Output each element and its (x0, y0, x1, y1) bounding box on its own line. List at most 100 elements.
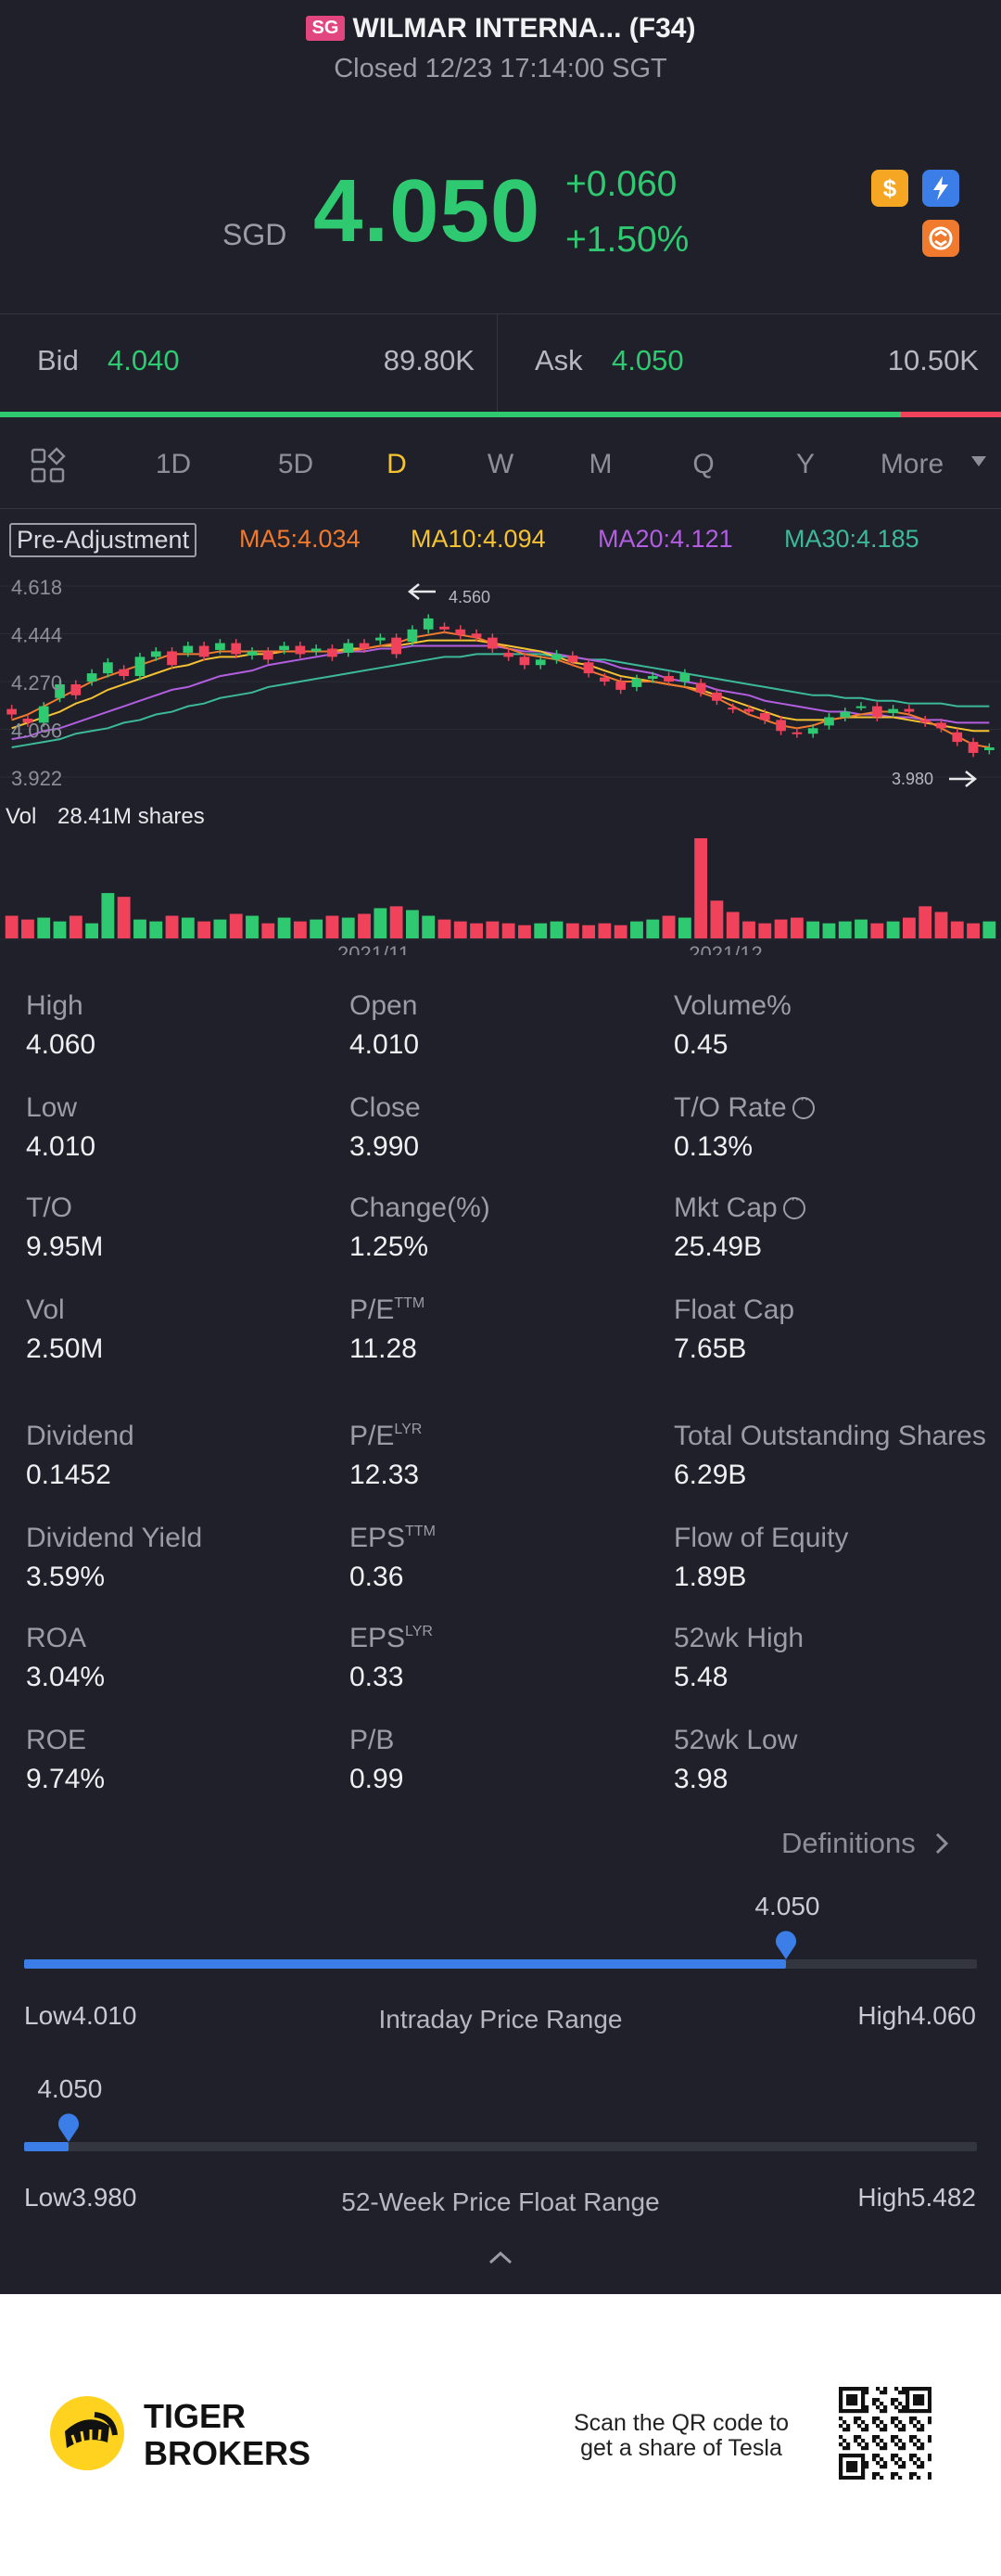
qr-module (917, 2409, 921, 2414)
qr-module (880, 2457, 884, 2462)
tab-more[interactable]: More (880, 449, 944, 479)
qr-module (843, 2454, 847, 2458)
qr-code-icon[interactable] (839, 2387, 931, 2480)
week52-fill (24, 2142, 70, 2151)
candle (904, 708, 915, 712)
chevron-up-icon[interactable] (487, 2244, 514, 2272)
candle (22, 718, 33, 723)
chevron-down-icon[interactable] (971, 456, 986, 466)
y-tick-label: 4.270 (11, 671, 62, 695)
intraday-low: Low4.010 (24, 2001, 137, 2030)
info-icon[interactable] (782, 1192, 805, 1219)
tab-5d[interactable]: 5D (277, 449, 314, 479)
qr-module (920, 2461, 925, 2466)
stat-label-eps-lyr: EPSLYR (349, 1623, 433, 1654)
qr-module (861, 2402, 866, 2406)
brand-line-1: TIGER (144, 2397, 247, 2435)
tab-1d[interactable]: 1D (155, 449, 192, 479)
qr-module (917, 2420, 921, 2425)
qr-module (880, 2409, 884, 2414)
stock-title[interactable]: SG WILMAR INTERNA... (F34) (0, 13, 1001, 45)
qr-module (883, 2461, 888, 2466)
qr-module (876, 2398, 881, 2403)
volume-bar (165, 915, 179, 938)
candle (968, 742, 979, 753)
ask-label: Ask (535, 344, 583, 376)
qr-module (917, 2428, 921, 2432)
info-icon[interactable] (792, 1091, 815, 1119)
candle (391, 637, 401, 655)
qr-module (846, 2442, 851, 2447)
stat-value-open: 4.010 (349, 1029, 420, 1060)
qr-module (880, 2428, 884, 2432)
stat-label-change: Change(%) (349, 1192, 490, 1224)
candle (198, 645, 209, 657)
swap-icon[interactable] (922, 220, 959, 257)
tab-y[interactable]: Y (795, 449, 815, 479)
qr-module (894, 2424, 899, 2429)
tab-w[interactable]: W (487, 449, 514, 479)
qr-module (839, 2472, 843, 2477)
stat-value-p-e-lyr: 12.33 (349, 1460, 420, 1490)
stat-label-text: P/E (349, 1421, 395, 1451)
qr-module (883, 2387, 888, 2391)
candle (134, 657, 146, 677)
qr-module (913, 2424, 918, 2429)
qr-module (894, 2398, 899, 2403)
stat-label-text: 52wk Low (674, 1725, 798, 1755)
volume-bar (934, 912, 948, 938)
qr-module (839, 2442, 843, 2447)
stat-label-text: ROA (26, 1623, 87, 1653)
qr-module (913, 2394, 918, 2399)
qr-module (898, 2446, 903, 2451)
tab-q[interactable]: Q (692, 449, 715, 479)
candle (919, 720, 931, 723)
stat-label-superscript: LYR (405, 1624, 433, 1639)
tab-d[interactable]: D (386, 449, 407, 479)
qr-module (854, 2387, 858, 2391)
qr-module (861, 2428, 866, 2432)
qr-module (861, 2391, 866, 2395)
pre-adjustment-toggle[interactable]: Pre-Adjustment (9, 523, 197, 557)
bid-box: Bid 4.040 89.80K (0, 314, 498, 414)
stat-value-roa: 3.04% (26, 1662, 106, 1692)
brand-name: TIGER BROKERS (144, 2398, 310, 2472)
qr-module (902, 2391, 906, 2395)
qr-module (891, 2420, 895, 2425)
volume-bar (181, 917, 195, 938)
candle (167, 651, 177, 666)
qr-module (891, 2476, 895, 2480)
header: SG WILMAR INTERNA... (F34) Closed 12/23 1… (0, 0, 1001, 148)
volume-bar (902, 917, 916, 938)
qr-module (839, 2435, 843, 2440)
volume-bar (277, 917, 291, 938)
intraday-fill (24, 1959, 787, 1969)
volume-bar (453, 921, 467, 938)
dollar-icon[interactable]: $ (871, 170, 908, 207)
stat-value-mkt-cap: 25.49B (674, 1231, 763, 1262)
stat-value-flow-of-equity: 1.89B (674, 1562, 747, 1592)
candle (615, 682, 627, 690)
qr-module (839, 2468, 843, 2473)
volume-bar (37, 917, 51, 938)
candle (359, 643, 370, 649)
stat-value-high: 4.060 (26, 1029, 96, 1060)
currency-label: SGD (222, 218, 287, 251)
qr-module (861, 2409, 866, 2414)
candle (247, 651, 258, 656)
grid-icon[interactable] (30, 447, 67, 484)
candle (936, 722, 946, 729)
qr-module (906, 2387, 910, 2391)
kline-chart[interactable]: 4.618 4.444 4.270 4.096 3.922 4.560 3.980 Vol 28… (0, 566, 1001, 955)
candle (551, 654, 562, 660)
qr-module (865, 2405, 869, 2410)
volume-bar (197, 921, 211, 938)
stat-label-text: Float Cap (674, 1294, 795, 1325)
qr-module (898, 2409, 903, 2414)
qr-caption-line-2: get a share of Tesla (580, 2435, 782, 2461)
flash-icon[interactable] (922, 170, 959, 207)
definitions-link[interactable]: Definitions (781, 1827, 951, 1860)
tab-m[interactable]: M (589, 449, 613, 479)
qr-module (920, 2402, 925, 2406)
qr-module (846, 2461, 851, 2466)
